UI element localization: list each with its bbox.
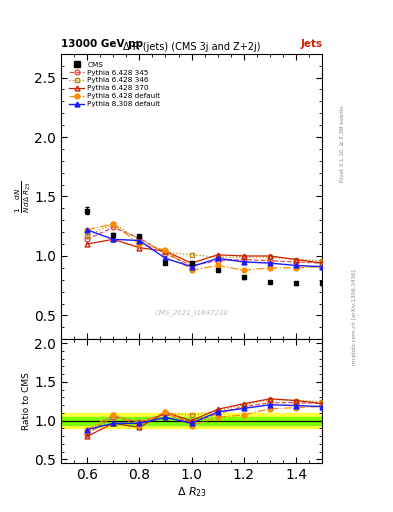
Bar <box>61 413 322 429</box>
Text: Jets: Jets <box>300 38 322 49</box>
Text: CMS_2021_I1847230: CMS_2021_I1847230 <box>154 310 229 316</box>
Text: mcplots.cern.ch [arXiv:1306.3436]: mcplots.cern.ch [arXiv:1306.3436] <box>352 270 357 365</box>
Title: Δ R (jets) (CMS 3j and Z+2j): Δ R (jets) (CMS 3j and Z+2j) <box>123 41 260 52</box>
Bar <box>61 417 322 424</box>
Y-axis label: $\frac{1}{N}\frac{dN}{d\Delta\ R_{23}}$: $\frac{1}{N}\frac{dN}{d\Delta\ R_{23}}$ <box>13 180 33 212</box>
X-axis label: $\Delta\ R_{23}$: $\Delta\ R_{23}$ <box>176 485 207 499</box>
Text: 13000 GeV pp: 13000 GeV pp <box>61 38 143 49</box>
Text: Rivet 3.1.10, ≥ 3.3M events: Rivet 3.1.10, ≥ 3.3M events <box>340 105 345 182</box>
Legend: CMS, Pythia 6.428 345, Pythia 6.428 346, Pythia 6.428 370, Pythia 6.428 default,: CMS, Pythia 6.428 345, Pythia 6.428 346,… <box>67 60 162 109</box>
Y-axis label: Ratio to CMS: Ratio to CMS <box>22 372 31 430</box>
